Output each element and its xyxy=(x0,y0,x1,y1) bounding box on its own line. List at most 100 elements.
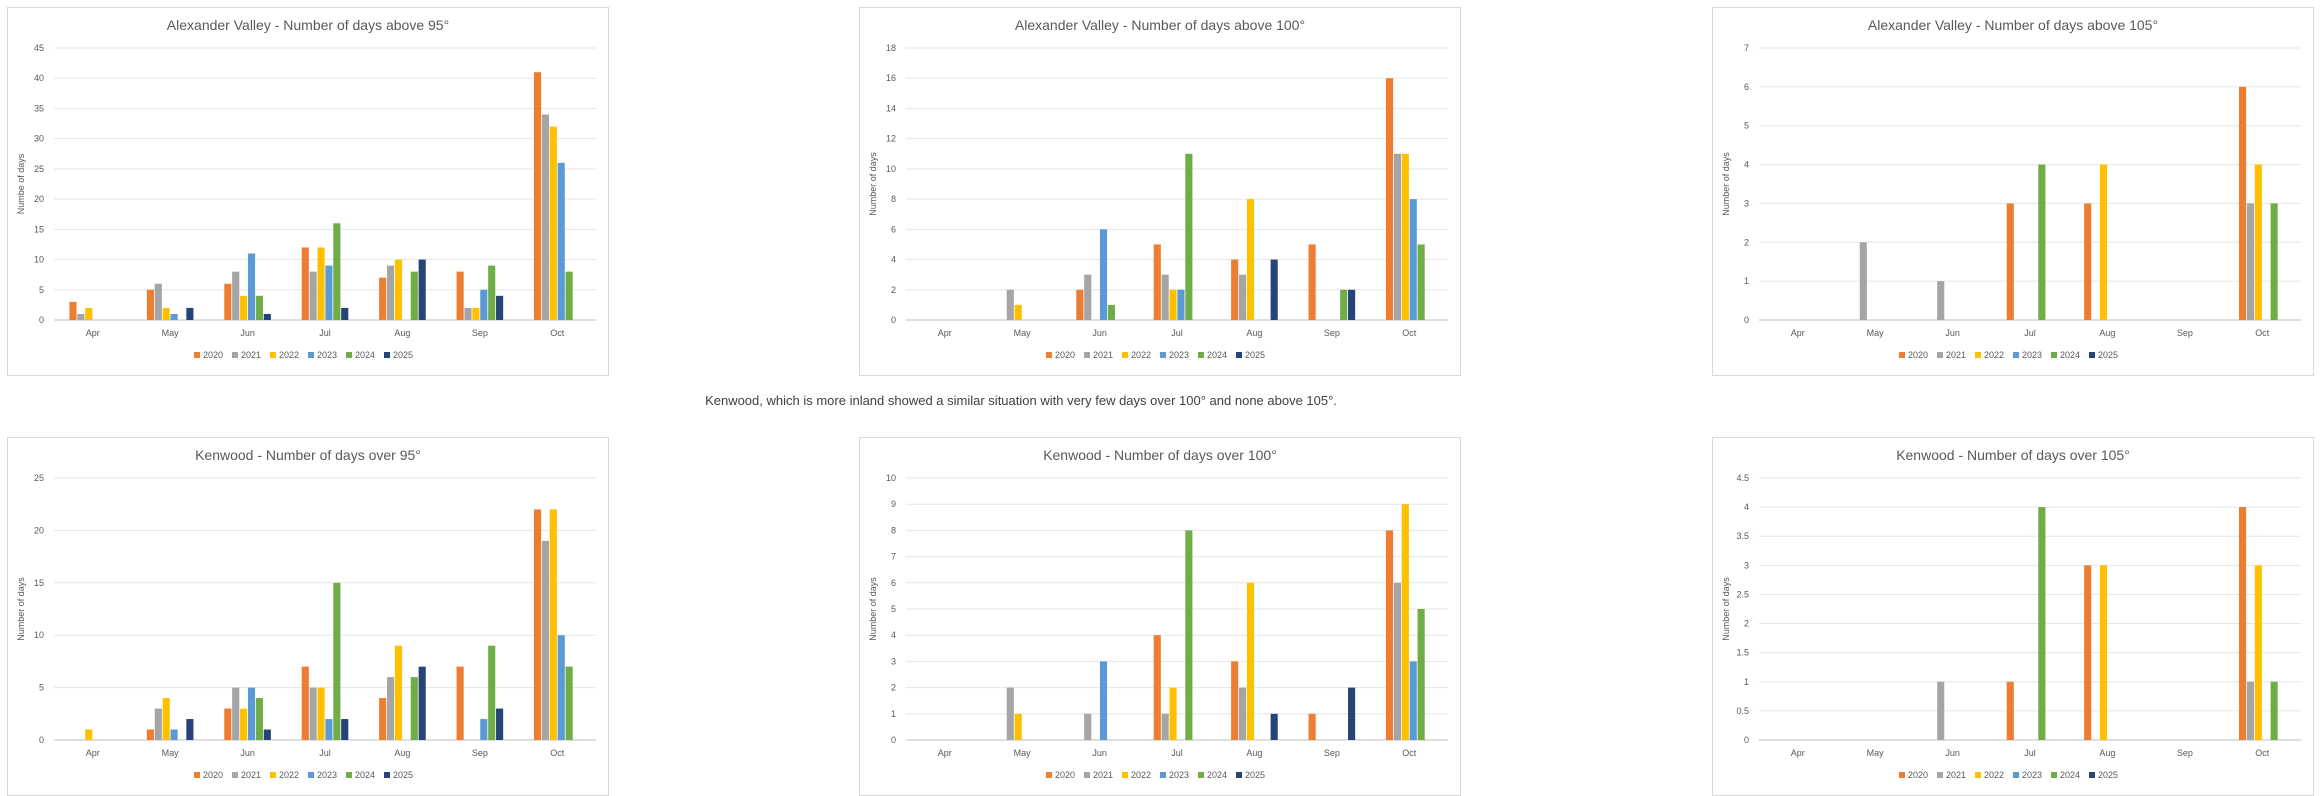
legend-swatch xyxy=(346,772,352,778)
x-tick-label: Jun xyxy=(1092,748,1107,758)
bar-2024-sep xyxy=(488,645,496,740)
chart-title: Alexander Valley - Number of days above … xyxy=(1015,17,1305,33)
bar-2023-jul xyxy=(325,265,333,320)
legend-label: 2022 xyxy=(279,350,299,360)
y-tick-label: 3 xyxy=(1744,198,1749,208)
x-tick-label: Aug xyxy=(1246,748,1262,758)
y-tick-label: 6 xyxy=(1744,82,1749,92)
bar-2020-oct xyxy=(533,509,542,740)
bar-2021-jun xyxy=(1084,713,1092,740)
y-tick-label: 5 xyxy=(891,604,896,614)
bar-2020-apr xyxy=(69,301,77,320)
legend-label: 2022 xyxy=(1131,350,1151,360)
y-tick-label: 8 xyxy=(891,525,896,535)
y-tick-label: 35 xyxy=(34,103,44,113)
y-tick-label: 7 xyxy=(891,552,896,562)
bar-2020-sep xyxy=(1308,244,1316,320)
legend-swatch xyxy=(1046,772,1052,778)
chart-av-95: Alexander Valley - Number of days above … xyxy=(7,7,609,376)
legend-label: 2020 xyxy=(1908,350,1928,360)
bar-2021-oct xyxy=(541,540,550,740)
legend-label: 2023 xyxy=(1169,770,1189,780)
x-tick-label: May xyxy=(1014,748,1032,758)
legend-label: 2024 xyxy=(1207,770,1227,780)
y-tick-label: 9 xyxy=(891,499,896,509)
y-tick-label: 14 xyxy=(886,103,896,113)
x-tick-label: Apr xyxy=(938,748,952,758)
bar-2024-jul xyxy=(1185,153,1193,320)
legend-label: 2020 xyxy=(203,350,223,360)
bar-2022-may xyxy=(162,307,170,320)
bar-2024-sep xyxy=(488,265,496,320)
y-tick-label: 12 xyxy=(886,134,896,144)
bar-2020-oct xyxy=(2238,507,2247,740)
legend-label: 2020 xyxy=(1908,770,1928,780)
y-tick-label: 5 xyxy=(1744,121,1749,131)
bar-2021-sep xyxy=(464,307,472,320)
bar-2025-aug xyxy=(418,259,426,320)
legend-label: 2024 xyxy=(1207,350,1227,360)
bar-2025-sep xyxy=(1348,687,1356,740)
x-tick-label: May xyxy=(162,748,180,758)
bar-2024-jul xyxy=(2038,164,2046,320)
legend-swatch xyxy=(1160,352,1166,358)
legend-swatch xyxy=(1084,352,1090,358)
legend-label: 2025 xyxy=(2098,770,2118,780)
bar-2020-sep xyxy=(456,271,464,320)
chart-svg: Kenwood - Number of days over 100° 0 1 2 3 4 5… xyxy=(868,447,1448,780)
x-tick-label: Jul xyxy=(2024,328,2036,338)
y-tick-label: 15 xyxy=(34,578,44,588)
bar-2022-oct xyxy=(2254,164,2262,320)
legend-swatch xyxy=(270,772,276,778)
y-tick-label: 7 xyxy=(1744,43,1749,53)
legend-swatch xyxy=(1236,352,1242,358)
legend-label: 2022 xyxy=(1984,350,2004,360)
bar-2020-oct xyxy=(2238,86,2247,320)
y-tick-label: 25 xyxy=(34,164,44,174)
y-tick-label: 0 xyxy=(1744,735,1749,745)
bar-2024-jul xyxy=(1185,530,1193,740)
y-tick-label: 1.5 xyxy=(1736,648,1749,658)
legend-label: 2020 xyxy=(203,770,223,780)
legend-label: 2024 xyxy=(2060,350,2080,360)
bar-2020-aug xyxy=(379,277,387,320)
y-tick-label: 1 xyxy=(1744,677,1749,687)
x-tick-label: Aug xyxy=(1246,328,1262,338)
bar-2022-aug xyxy=(2099,565,2108,740)
bar-2022-may xyxy=(1014,304,1022,320)
bar-2024-oct xyxy=(2270,203,2278,320)
bar-2024-jul xyxy=(333,223,341,320)
x-tick-label: Apr xyxy=(938,328,952,338)
legend-swatch xyxy=(232,352,238,358)
bar-2022-aug xyxy=(2099,164,2108,320)
legend-swatch xyxy=(346,352,352,358)
bar-2022-oct xyxy=(1401,504,1409,740)
y-tick-label: 0 xyxy=(39,735,44,745)
bar-2022-oct xyxy=(1401,153,1409,320)
bar-2022-oct xyxy=(2254,565,2262,740)
legend-label: 2022 xyxy=(1984,770,2004,780)
legend-label: 2021 xyxy=(1946,350,1966,360)
y-tick-label: 4 xyxy=(891,630,896,640)
bar-2020-aug xyxy=(2084,565,2092,740)
bar-2025-jun xyxy=(263,729,271,740)
bar-2022-aug xyxy=(394,259,403,320)
y-tick-label: 0 xyxy=(39,315,44,325)
x-tick-label: Aug xyxy=(2099,748,2115,758)
bar-2021-may xyxy=(154,708,162,740)
y-tick-label: 0.5 xyxy=(1736,706,1749,716)
legend-swatch xyxy=(1899,352,1905,358)
legend-swatch xyxy=(308,352,314,358)
bar-2022-may xyxy=(1014,713,1022,740)
x-tick-label: Sep xyxy=(2177,748,2193,758)
bar-2024-jun xyxy=(1107,304,1115,320)
bar-2020-sep xyxy=(1308,713,1316,740)
bar-2025-aug xyxy=(418,666,426,740)
y-tick-label: 20 xyxy=(34,525,44,535)
x-tick-label: Apr xyxy=(1791,748,1805,758)
bar-2023-jun xyxy=(1099,661,1108,740)
legend-label: 2025 xyxy=(393,350,413,360)
bar-2022-oct xyxy=(549,126,557,320)
legend-swatch xyxy=(2051,352,2057,358)
x-tick-label: Oct xyxy=(550,328,565,338)
